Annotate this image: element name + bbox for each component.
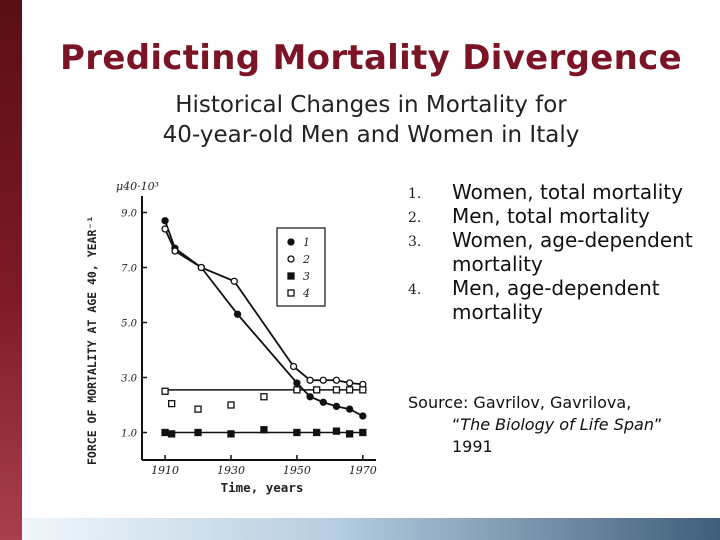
data-point — [260, 426, 268, 434]
legend-item: 2. Men, total mortality — [408, 204, 650, 228]
data-point — [161, 225, 169, 233]
legend-frame — [276, 227, 326, 307]
legend-item: 1. Women, total mortality — [408, 180, 683, 204]
data-point — [293, 386, 301, 394]
data-point — [345, 405, 354, 413]
data-point — [332, 402, 341, 411]
x-tick-label: 1970 — [349, 464, 377, 477]
data-point — [359, 386, 367, 394]
legend-item: 3. Women, age-dependent mortality — [408, 228, 693, 276]
data-point — [345, 379, 354, 387]
legend-marker — [287, 238, 295, 246]
mortality-chart: 1.0 3.0 5.0 7.0 9.0 1910 1930 1950 1970 1 2 3 4 μ40… — [85, 180, 377, 495]
legend-marker-label: 2 — [302, 253, 310, 266]
slide-title: Predicting Mortality Divergence — [60, 38, 682, 78]
series-legend-list: 1. Women, total mortality 2. Men, total mo… — [400, 180, 700, 324]
data-point — [359, 428, 367, 437]
legend-marker-label: 1 — [303, 236, 310, 249]
legend-marker — [287, 289, 295, 297]
data-point — [161, 387, 169, 395]
series-line-1 — [164, 220, 364, 417]
data-point — [319, 398, 327, 406]
data-point — [171, 247, 179, 255]
data-point — [260, 393, 268, 401]
chart-inset-legend: 1 2 3 4 — [276, 227, 326, 307]
data-point — [306, 393, 314, 401]
data-point — [227, 401, 235, 409]
legend-item: 4. Men, age-dependent mortality — [408, 276, 660, 324]
y-tick-label: 5.0 — [121, 319, 138, 330]
data-point — [168, 430, 176, 438]
data-point — [168, 399, 176, 408]
data-point — [345, 430, 354, 438]
subtitle-line-1: Historical Changes in Mortality for — [175, 92, 567, 118]
series-2 — [161, 225, 367, 389]
data-point — [313, 428, 321, 437]
chart-axes: 1.0 3.0 5.0 7.0 9.0 1910 1930 1950 1970 — [121, 196, 377, 477]
data-point — [289, 362, 298, 371]
source-reference: “The Biology of Life Span” — [452, 415, 663, 434]
data-point — [319, 376, 327, 384]
data-point — [194, 405, 202, 413]
y-tick-label: 1.0 — [121, 429, 138, 440]
x-axis-label: Time, years — [221, 480, 304, 495]
data-point — [194, 428, 202, 437]
data-point — [332, 376, 341, 384]
source-year: 1991 — [452, 437, 493, 456]
y-tick-label: 7.0 — [121, 264, 138, 275]
y-tick-label: 9.0 — [121, 209, 138, 220]
series-line-2 — [164, 228, 363, 386]
data-point — [197, 263, 205, 272]
subtitle-line-2: 40-year-old Men and Women in Italy — [162, 122, 580, 148]
legend-marker — [287, 255, 295, 263]
book-title: The Biology of Life Span — [460, 415, 654, 434]
x-tick-label: 1950 — [283, 464, 311, 477]
legend-marker — [287, 272, 295, 280]
series-3 — [161, 426, 367, 438]
data-point — [161, 217, 169, 225]
x-tick-label: 1910 — [151, 464, 179, 477]
data-point — [313, 386, 321, 394]
source-citation: Source: Gavrilov, Gavrilova, “The Biolog… — [408, 392, 708, 458]
left-accent-bar — [0, 0, 22, 540]
data-point — [345, 386, 354, 394]
y-unit-label: μ40·10³ — [116, 180, 159, 193]
series-4 — [161, 386, 367, 413]
data-point — [293, 428, 301, 437]
source-prefix: Source: Gavrilov, Gavrilova, — [408, 393, 632, 412]
data-point — [332, 427, 341, 435]
data-point — [230, 277, 238, 285]
legend-marker-label: 3 — [303, 270, 310, 283]
data-point — [359, 412, 367, 420]
data-point — [227, 430, 235, 438]
bottom-gradient-bar — [22, 518, 720, 540]
data-point — [233, 310, 242, 318]
y-tick-label: 3.0 — [121, 374, 138, 385]
data-point — [306, 376, 314, 384]
y-axis-label: FORCE OF MORTALITY AT AGE 40, YEAR⁻¹ — [85, 216, 99, 465]
data-point — [332, 386, 341, 394]
x-tick-label: 1930 — [217, 464, 245, 477]
series-lines — [161, 217, 367, 438]
data-point — [161, 428, 169, 437]
slide-subtitle: Historical Changes in Mortality for 40-y… — [22, 90, 720, 150]
legend-marker-label: 4 — [302, 287, 310, 300]
data-point — [293, 379, 301, 387]
